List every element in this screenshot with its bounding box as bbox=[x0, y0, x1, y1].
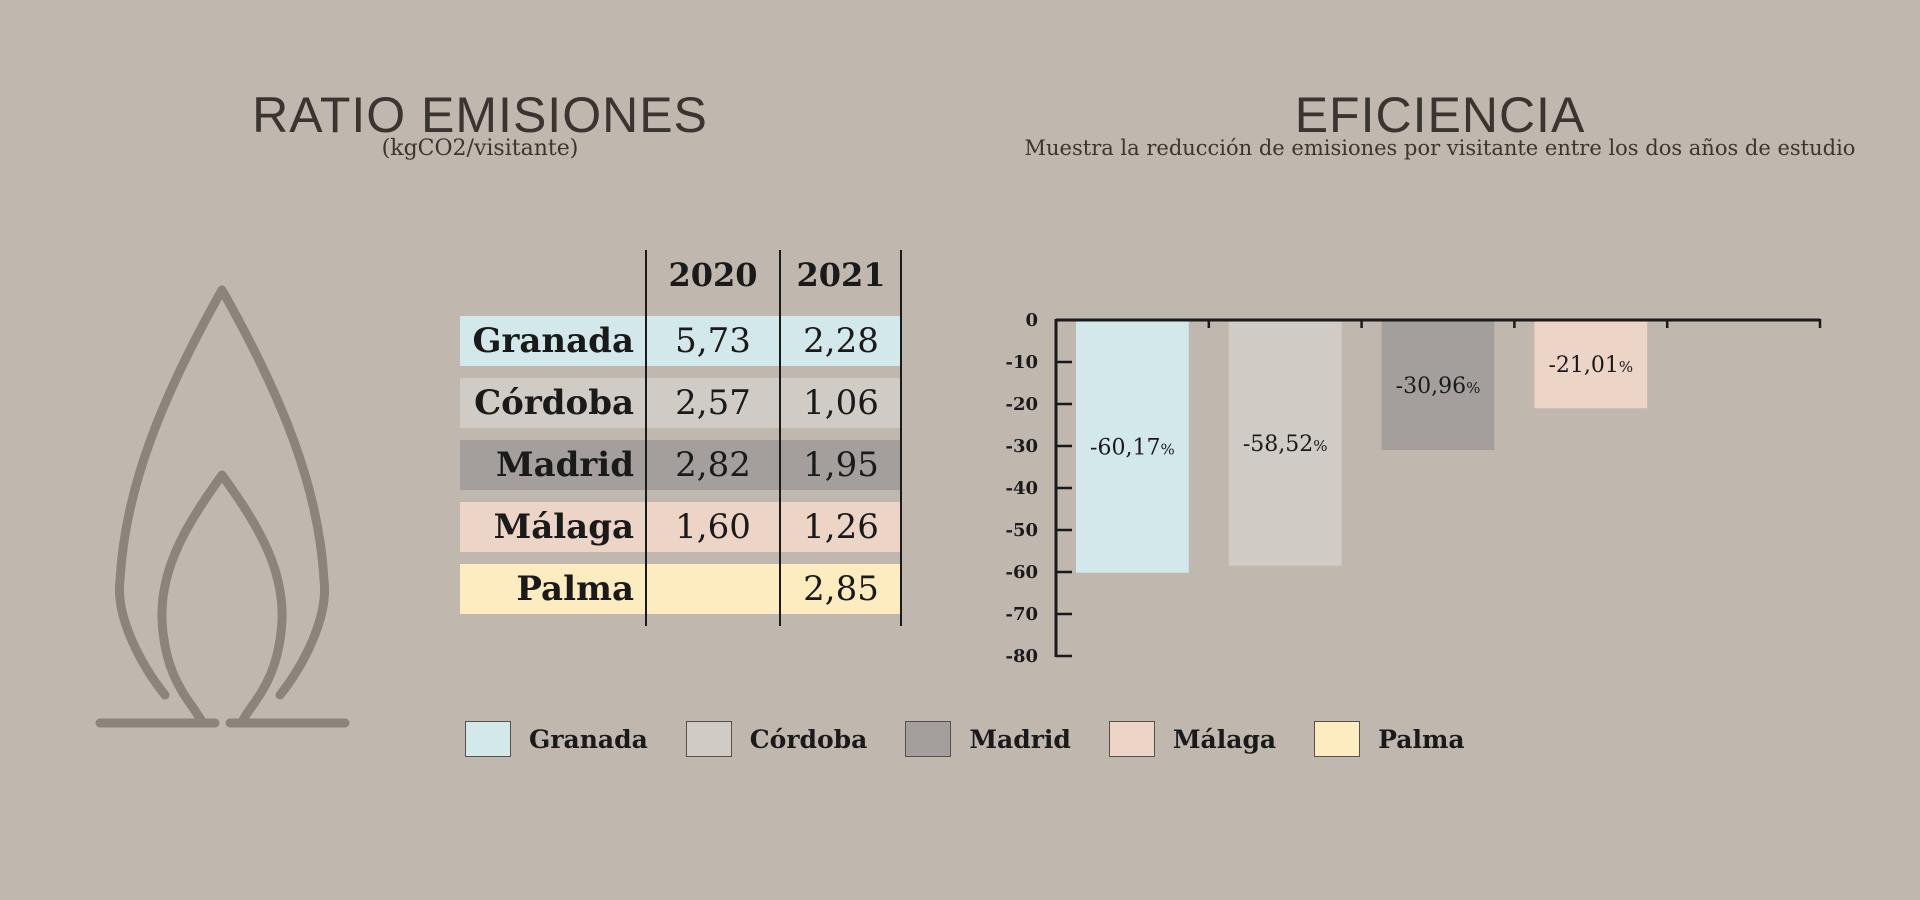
y-tick-label: -40 bbox=[1005, 478, 1038, 499]
legend-item: Palma bbox=[1314, 721, 1465, 757]
table-row: Córdoba 2,57 1,06 bbox=[460, 378, 902, 428]
legend-item: Córdoba bbox=[685, 721, 868, 757]
legend-swatch bbox=[1108, 721, 1155, 757]
y-tick-label: -50 bbox=[1005, 520, 1038, 541]
legend-item: Málaga bbox=[1108, 721, 1277, 757]
table-cell-2021: 2,85 bbox=[803, 569, 879, 609]
table-cell-2021: 2,28 bbox=[803, 321, 879, 361]
ratio-table: 2020 2021 Granada 5,73 2,28 Córdoba 2,57… bbox=[460, 250, 902, 628]
legend-item: Madrid bbox=[905, 721, 1071, 757]
table-row: Granada 5,73 2,28 bbox=[460, 316, 902, 366]
y-tick-label: -70 bbox=[1005, 604, 1038, 625]
table-row: Málaga 1,60 1,26 bbox=[460, 502, 902, 552]
bar bbox=[1228, 320, 1342, 566]
y-tick-label: -10 bbox=[1005, 352, 1038, 373]
bar-data-label: -21,01% bbox=[1548, 353, 1633, 378]
bar-data-label: -60,17% bbox=[1090, 435, 1175, 460]
table-cell-city: Córdoba bbox=[474, 383, 634, 423]
ratio-emisiones-title: RATIO EMISIONES bbox=[252, 87, 708, 143]
y-tick-label: 0 bbox=[1025, 310, 1038, 331]
bar-data-label: -58,52% bbox=[1243, 432, 1328, 457]
table-cell-2021: 1,26 bbox=[803, 507, 879, 547]
y-tick-label: -60 bbox=[1005, 562, 1038, 583]
legend-label: Granada bbox=[529, 724, 648, 754]
table-divider bbox=[645, 250, 647, 626]
legend-swatch bbox=[1314, 721, 1361, 757]
table-cell-city: Palma bbox=[516, 569, 634, 609]
table-cell-city: Málaga bbox=[493, 507, 634, 547]
table-divider bbox=[779, 250, 781, 626]
table-header-2020: 2020 bbox=[668, 256, 758, 294]
y-tick-label: -80 bbox=[1005, 646, 1038, 667]
table-cell-2021: 1,95 bbox=[803, 445, 879, 485]
legend-swatch bbox=[905, 721, 952, 757]
table-header-city bbox=[460, 250, 634, 300]
table-header-row: 2020 2021 bbox=[460, 250, 902, 300]
table-cell-2021: 1,06 bbox=[803, 383, 879, 423]
legend-swatch bbox=[465, 721, 511, 757]
bar bbox=[1076, 320, 1189, 573]
legend-label: Palma bbox=[1378, 724, 1465, 754]
eficiencia-bar-chart: -60,17% -58,52% -30,96% -21,01% 0 -10 -20 -30 -4… bbox=[1005, 310, 1822, 667]
legend-label: Córdoba bbox=[749, 724, 868, 754]
flame-icon bbox=[95, 285, 350, 728]
ratio-emisiones-subtitle: (kgCO2/visitante) bbox=[381, 136, 579, 161]
legend: Granada Córdoba Madrid Málaga Palma bbox=[465, 718, 1503, 760]
bar bbox=[1381, 320, 1495, 451]
eficiencia-subtitle: Muestra la reducción de emisiones por vi… bbox=[1024, 136, 1856, 160]
table-header-2021: 2021 bbox=[796, 256, 886, 294]
y-tick-label: -30 bbox=[1005, 436, 1038, 457]
y-tick-label: -20 bbox=[1005, 394, 1038, 415]
table-cell-2020: 5,73 bbox=[675, 321, 751, 361]
table-cell-2020: 2,57 bbox=[675, 383, 751, 423]
table-cell-2020: 2,82 bbox=[675, 445, 751, 485]
table-cell-city: Granada bbox=[472, 321, 634, 361]
table-row: Palma 2,85 bbox=[460, 564, 902, 614]
legend-label: Málaga bbox=[1172, 724, 1277, 754]
legend-label: Madrid bbox=[969, 724, 1071, 754]
eficiencia-title: EFICIENCIA bbox=[1294, 87, 1586, 143]
table-cell-city: Madrid bbox=[495, 445, 634, 485]
table-cell-2020 bbox=[646, 564, 780, 614]
table-cell-2020: 1,60 bbox=[675, 507, 751, 547]
legend-item: Granada bbox=[465, 721, 648, 757]
table-divider bbox=[900, 250, 902, 626]
table-row: Madrid 2,82 1,95 bbox=[460, 440, 902, 490]
bar-data-label: -30,96% bbox=[1396, 374, 1481, 399]
bar bbox=[1534, 320, 1648, 409]
legend-swatch bbox=[685, 721, 732, 757]
